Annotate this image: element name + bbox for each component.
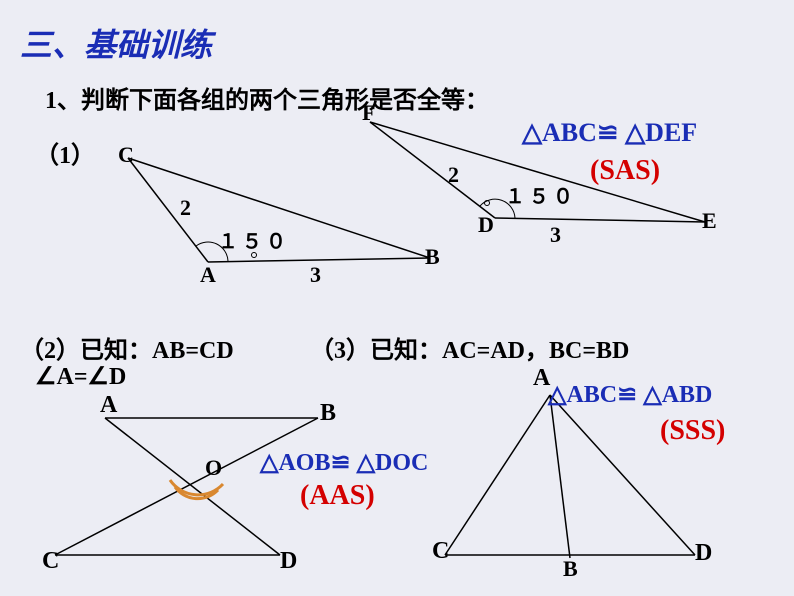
vertex-b2: B: [320, 400, 336, 427]
side-ac-1: 2: [180, 195, 191, 221]
method-1: (SAS): [590, 155, 660, 187]
part2-label: （2）已知：AB=CD: [20, 330, 234, 365]
vertex-b3: B: [563, 556, 578, 582]
part2-label2: ∠A=∠D: [35, 362, 126, 391]
vertex-a2: A: [100, 392, 117, 419]
result-2: △AOB≌ △DOC: [260, 448, 428, 477]
figure-abc-abd: [445, 395, 695, 558]
vertex-d3: D: [695, 540, 712, 567]
angle-1: １５０: [218, 225, 290, 254]
method-2: (AAS): [300, 480, 375, 512]
result-3: △ABC≌ △ABD: [548, 380, 712, 409]
vertex-f1: F: [362, 100, 375, 126]
figure-aob-doc: [55, 418, 318, 555]
vertex-b1: B: [425, 244, 440, 270]
vertex-o: O: [205, 455, 222, 481]
angle-2: １５０: [505, 180, 577, 209]
part3-label: （3）已知：AC=AD，BC=BD: [310, 330, 629, 365]
vertex-a1: A: [200, 262, 216, 288]
side-df: 2: [448, 162, 459, 188]
vertex-c1: C: [118, 142, 134, 168]
method-3: (SSS): [660, 415, 725, 447]
side-ab-1: 3: [310, 262, 321, 288]
vertex-d2: D: [280, 548, 297, 575]
vertex-d1: D: [478, 212, 494, 238]
vertex-c2: C: [42, 548, 59, 575]
geometry-canvas: [0, 0, 794, 596]
vertex-e1: E: [702, 208, 717, 234]
side-de: 3: [550, 222, 561, 248]
vertex-c3: C: [432, 538, 449, 565]
result-1: △ABC≌ △DEF: [522, 118, 697, 148]
